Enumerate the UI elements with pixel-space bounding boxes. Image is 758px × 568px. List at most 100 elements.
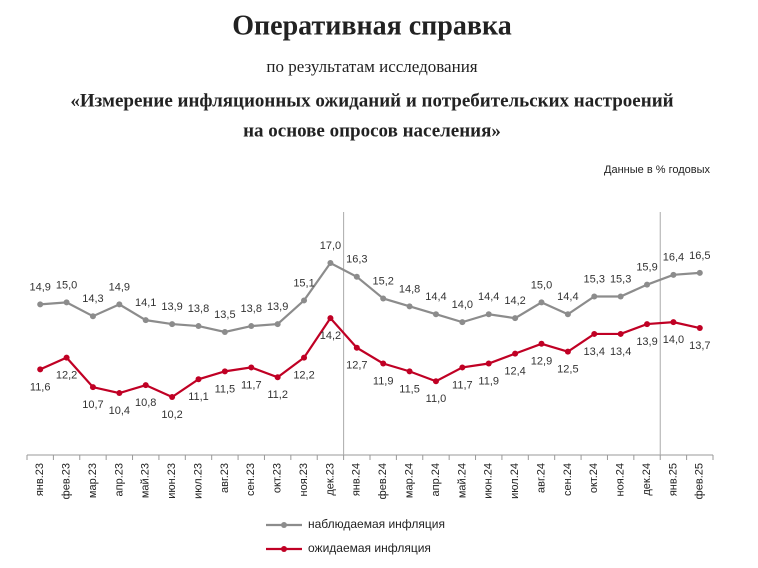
x-tick-label: окт.23 (272, 463, 284, 493)
value-label: 14,0 (452, 299, 473, 311)
x-tick-label: сен.24 (562, 463, 574, 496)
value-label: 13,8 (188, 303, 209, 315)
x-tick-label: авг.23 (219, 463, 231, 493)
x-tick-label: апр.23 (113, 463, 125, 496)
x-tick-label: дек.24 (641, 463, 653, 496)
value-label: 11,7 (452, 379, 473, 391)
x-tick-label: май.24 (456, 463, 468, 498)
point (116, 390, 123, 397)
point (591, 330, 598, 337)
x-tick-label: фев.23 (60, 463, 72, 499)
legend-marker (281, 546, 287, 552)
value-label: 14,9 (109, 281, 130, 293)
x-tick-label: фев.25 (694, 463, 706, 499)
x-tick-label: авг.24 (535, 463, 547, 493)
point (274, 374, 281, 381)
point (406, 368, 413, 375)
point (274, 321, 281, 328)
value-label: 12,2 (293, 369, 314, 381)
point (116, 301, 123, 308)
value-label: 14,8 (399, 283, 420, 295)
value-label: 11,1 (188, 391, 209, 403)
x-tick-label: янв.23 (34, 463, 46, 496)
value-label: 14,2 (504, 295, 525, 307)
value-label: 13,9 (267, 301, 288, 313)
point (538, 299, 545, 306)
value-label: 13,5 (214, 309, 235, 321)
value-label: 15,9 (636, 262, 657, 274)
point (63, 299, 70, 306)
x-tick-label: мар.23 (87, 463, 99, 498)
x-tick-label: окт.24 (588, 463, 600, 493)
point (380, 360, 387, 367)
value-label: 14,3 (82, 293, 103, 305)
value-label: 11,0 (426, 393, 447, 405)
x-tick-label: июл.23 (192, 463, 204, 499)
value-label: 16,5 (689, 250, 710, 262)
point (432, 311, 439, 318)
x-tick-label: июл.24 (509, 463, 521, 499)
value-label: 12,5 (557, 364, 578, 376)
value-label: 14,9 (29, 281, 50, 293)
point (169, 321, 176, 328)
point (195, 323, 202, 330)
point (195, 376, 202, 383)
value-label: 15,2 (372, 275, 393, 287)
value-label: 14,4 (478, 291, 499, 303)
x-tick-label: ноя.23 (298, 463, 310, 496)
value-label: 12,4 (504, 366, 525, 378)
x-tick-label: ноя.24 (615, 463, 627, 496)
point (670, 319, 677, 326)
x-tick-label: янв.25 (667, 463, 679, 496)
point (432, 378, 439, 385)
point (37, 301, 44, 308)
value-label: 11,9 (373, 375, 394, 387)
value-label: 10,4 (109, 405, 130, 417)
value-label: 10,8 (135, 397, 156, 409)
point (248, 323, 255, 330)
point (301, 297, 308, 304)
point (644, 281, 651, 288)
series-line (39, 316, 701, 399)
note: Данные в % годовых (604, 164, 710, 176)
point (644, 321, 651, 328)
point (169, 394, 176, 400)
point (512, 350, 519, 357)
x-tick-label: янв.24 (351, 463, 363, 496)
value-label: 13,4 (584, 346, 605, 358)
value-label: 15,1 (293, 277, 314, 289)
value-label: 11,9 (478, 375, 499, 387)
x-tick-label: фев.24 (377, 463, 389, 499)
point (617, 293, 624, 300)
value-label: 13,4 (610, 346, 631, 358)
value-label: 14,1 (135, 297, 156, 309)
point (221, 328, 228, 335)
value-label: 14,0 (663, 334, 684, 346)
point (89, 313, 96, 320)
point (406, 303, 413, 310)
point (696, 269, 703, 276)
point (485, 311, 492, 318)
value-label: 11,6 (30, 381, 51, 393)
point (512, 315, 519, 322)
point (696, 325, 703, 332)
point (353, 344, 360, 351)
point (485, 360, 492, 367)
point (617, 330, 624, 337)
heading-line: на основе опросов населения» (243, 120, 501, 141)
x-tick-label: июн.24 (483, 463, 495, 499)
value-label: 15,0 (531, 279, 552, 291)
point (37, 366, 44, 373)
point (459, 364, 466, 371)
value-label: 15,0 (56, 279, 77, 291)
point (459, 319, 466, 326)
point (591, 293, 598, 300)
point (327, 260, 334, 266)
x-tick-label: май.23 (140, 463, 152, 498)
chart-title: Оперативная справка (232, 10, 511, 41)
value-label: 12,7 (346, 360, 367, 372)
value-label: 11,5 (399, 383, 420, 395)
point (353, 273, 360, 280)
point (564, 348, 571, 355)
